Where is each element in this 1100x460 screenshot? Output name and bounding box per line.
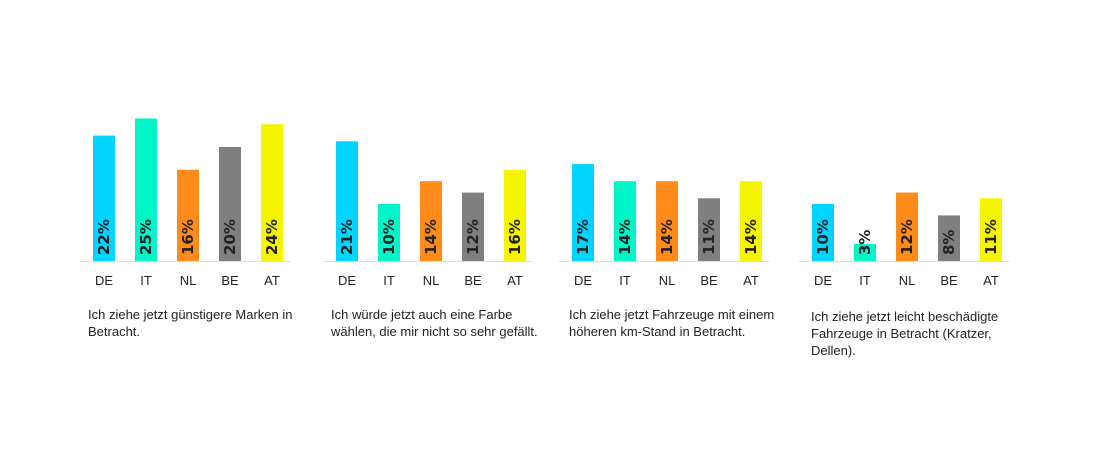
x-tick-label-at: AT [743,273,759,288]
bar-at [504,169,526,261]
x-tick-label-at: AT [507,273,523,288]
value-label-be: 8% [940,230,958,255]
bar-it [854,243,876,261]
value-label-it: 3% [856,230,874,255]
x-tick-label-be: BE [221,273,239,288]
value-label-de: 22% [95,219,113,255]
value-label-at: 16% [506,219,524,255]
bar-nl [177,169,199,261]
bar-be [219,147,241,261]
bar-de [572,164,594,261]
value-label-de: 10% [814,219,832,255]
x-tick-label-it: IT [619,273,631,288]
x-tick-label-at: AT [264,273,280,288]
value-label-de: 21% [338,219,356,255]
value-label-it: 10% [380,219,398,255]
x-tick-label-it: IT [383,273,395,288]
bar-be [938,215,960,261]
bar-nl [420,181,442,261]
bar-at [261,124,283,261]
bar-chart-3: 17% DE 14% IT 14% NL 11% BE 14% AT [559,164,769,288]
value-label-nl: 14% [422,219,440,255]
bar-at [980,198,1002,261]
chart-caption-3: Ich ziehe jetzt Fahrzeuge mit einem höhe… [569,307,775,339]
bar-nl [896,192,918,261]
value-label-nl: 16% [179,219,197,255]
value-label-nl: 14% [658,219,676,255]
x-tick-label-de: DE [338,273,356,288]
bar-de [336,141,358,261]
bar-at [740,181,762,261]
x-tick-label-it: IT [859,273,871,288]
bar-it [135,118,157,261]
x-tick-label-nl: NL [423,273,440,288]
chart-caption-4: Ich ziehe jetzt leicht beschädigte Fahrz… [811,309,999,358]
chart-caption-2: Ich würde jetzt auch eine Farbe wählen, … [331,307,538,339]
bar-chart-2: 21% DE 10% IT 14% NL 12% BE 16% AT [323,141,533,288]
x-tick-label-de: DE [95,273,113,288]
x-tick-label-be: BE [940,273,958,288]
chart-panel-3: 17% DE 14% IT 14% NL 11% BE 14% AT Ich ziehe jetz… [559,0,799,460]
x-tick-label-at: AT [983,273,999,288]
value-label-be: 20% [221,219,239,255]
value-label-it: 14% [616,219,634,255]
x-tick-label-de: DE [814,273,832,288]
bar-nl [656,181,678,261]
value-label-it: 25% [137,219,155,255]
bar-it [614,181,636,261]
x-tick-label-nl: NL [899,273,916,288]
x-tick-label-de: DE [574,273,592,288]
x-tick-label-be: BE [700,273,718,288]
bar-chart-4: 10% DE 3% IT 12% NL 8% BE 11% AT [799,192,1009,288]
value-label-at: 14% [742,219,760,255]
bar-de [93,135,115,261]
value-label-nl: 12% [898,219,916,255]
x-tick-label-be: BE [464,273,482,288]
chart-panel-4: 10% DE 3% IT 12% NL 8% BE 11% AT Ich ziehe jetzt … [799,0,1039,460]
bar-chart-1: 22% DE 25% IT 16% NL 20% BE 24% AT [80,118,290,288]
bar-be [462,192,484,261]
value-label-de: 17% [574,219,592,255]
bar-it [378,204,400,261]
value-label-be: 11% [700,219,718,255]
x-tick-label-it: IT [140,273,152,288]
bar-be [698,198,720,261]
bar-de [812,204,834,261]
chart-panel-2: 21% DE 10% IT 14% NL 12% BE 16% AT Ich würde jetz… [323,0,563,460]
chart-panel-1: 22% DE 25% IT 16% NL 20% BE 24% AT Ich ziehe jetz… [80,0,320,460]
value-label-at: 11% [982,219,1000,255]
x-tick-label-nl: NL [659,273,676,288]
value-label-at: 24% [263,219,281,255]
value-label-be: 12% [464,219,482,255]
chart-caption-1: Ich ziehe jetzt günstigere Marken in Bet… [88,307,293,339]
x-tick-label-nl: NL [180,273,197,288]
